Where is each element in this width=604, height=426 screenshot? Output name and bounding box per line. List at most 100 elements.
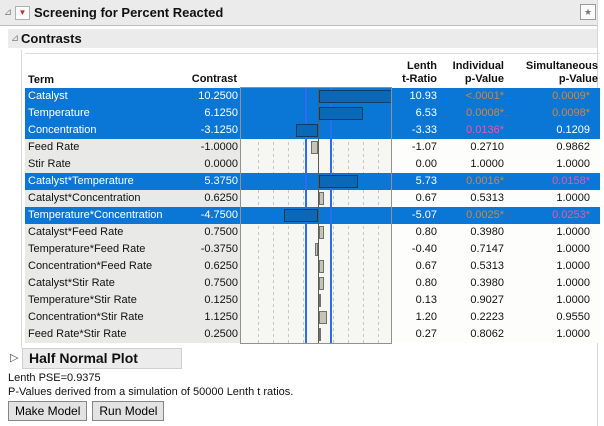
cell-ip: 0.0008* [440,105,506,122]
cell-sp: 0.0253* [506,207,600,224]
cell-ip: 0.9027 [440,292,506,309]
cell-term: Catalyst*Feed Rate [25,224,185,241]
contrast-bar [319,277,325,290]
cell-con: -3.1250 [185,122,240,139]
cell-t: 0.27 [392,326,440,343]
cell-term: Stir Rate [25,156,185,173]
table-row[interactable]: Catalyst*Concentration 0.6250 0.67 0.5313 1.… [25,190,600,207]
cell-term: Feed Rate*Stir Rate [25,326,185,343]
table-row[interactable]: Catalyst*Feed Rate 0.7500 0.80 0.3980 1.0000 [25,224,600,241]
cell-ip: 0.8062 [440,326,506,343]
lenth-pse-text: Lenth PSE=0.9375 [8,372,101,384]
cell-con: 0.7500 [185,224,240,241]
cell-term: Catalyst*Concentration [25,190,185,207]
cell-ip: 0.0025* [440,207,506,224]
header-individual-p-value: Individual p-Value [452,60,504,85]
cell-sp: 1.0000 [506,326,600,343]
cell-ip: 0.0016* [440,173,506,190]
red-triangle-menu-button[interactable]: ▼ [15,5,30,20]
contrast-bar [283,209,318,222]
cell-sp: 1.0000 [506,292,600,309]
make-model-button[interactable]: Make Model [8,401,88,421]
window-layers-star-icon[interactable]: ★ [577,4,596,25]
outline-closed-icon[interactable]: ▷ [10,352,19,364]
table-row[interactable]: Catalyst*Temperature 5.3750 5.73 0.0016* 0.0… [25,173,600,190]
cell-sp: 0.9550 [506,309,600,326]
cell-sp: 0.9862 [506,139,600,156]
button-row: Make Model Run Model [8,401,165,421]
selected-row-highlight [241,105,391,122]
table-row[interactable]: Concentration*Stir Rate 1.1250 1.20 0.2223 0… [25,309,600,326]
table-row[interactable]: Stir Rate 0.0000 0.00 1.0000 1.0000 [25,156,600,173]
cell-sp: 1.0000 [506,224,600,241]
cell-sp: 1.0000 [506,156,600,173]
lenth-threshold-line [330,88,332,343]
cell-term: Temperature [25,105,185,122]
contrast-bar [319,294,321,307]
outline-open-icon[interactable]: ⊿ [10,33,20,44]
table-row[interactable]: Temperature 6.1250 6.53 0.0008* 0.0098* [25,105,600,122]
cell-con: 10.2500 [185,88,240,105]
red-triangle-icon: ▼ [18,7,27,17]
cell-term: Catalyst [25,88,185,105]
contrast-bar [319,311,328,324]
cell-t: -5.07 [392,207,440,224]
cell-con: 6.1250 [185,105,240,122]
run-model-button[interactable]: Run Model [92,401,165,421]
cell-ip: 0.5313 [440,190,506,207]
cell-term: Catalyst*Stir Rate [25,275,185,292]
cell-term: Catalyst*Temperature [25,173,185,190]
cell-t: 6.53 [392,105,440,122]
table-row[interactable]: Temperature*Feed Rate -0.3750 -0.40 0.7147 1… [25,241,600,258]
table-header-row: Term Contrast Lenth t-Ratio Individual p-V… [25,53,600,88]
contrast-bar-chart [240,87,392,344]
cell-ip: 0.2710 [440,139,506,156]
outline-open-icon[interactable]: ⊿ [3,7,13,18]
contrasts-section-header[interactable]: ⊿ Contrasts [8,29,597,48]
cell-t: -1.07 [392,139,440,156]
cell-term: Concentration*Stir Rate [25,309,185,326]
contrast-bar [315,243,318,256]
cell-t: 10.93 [392,88,440,105]
header-simultaneous-p-value: Simultaneous p-Value [525,60,598,85]
cell-sp: 0.0098* [506,105,600,122]
header-lenth-t-ratio: Lenth t-Ratio [402,60,437,85]
zero-reference-line [318,88,319,343]
cell-term: Concentration [25,122,185,139]
cell-sp: 0.0158* [506,173,600,190]
table-row[interactable]: Temperature*Stir Rate 0.1250 0.13 0.9027 1.0… [25,292,600,309]
cell-t: -0.40 [392,241,440,258]
table-row[interactable]: Feed Rate*Stir Rate 0.2500 0.27 0.8062 1.000… [25,326,600,343]
cell-sp: 1.0000 [506,258,600,275]
cell-con: -4.7500 [185,207,240,224]
cell-sp: 1.0000 [506,275,600,292]
contrast-bar [319,107,364,120]
half-normal-plot-header[interactable]: Half Normal Plot [22,348,182,369]
cell-con: -0.3750 [185,241,240,258]
selected-row-highlight [241,173,391,190]
cell-con: 0.2500 [185,326,240,343]
cell-t: 0.00 [392,156,440,173]
table-row[interactable]: Concentration*Feed Rate 0.6250 0.67 0.5313 1… [25,258,600,275]
cell-ip: 0.3980 [440,275,506,292]
contrast-bar [310,141,318,154]
cell-term: Temperature*Feed Rate [25,241,185,258]
contrast-bar [319,90,391,103]
header-term: Term [28,74,55,86]
cell-sp: 1.0000 [506,241,600,258]
cell-con: -1.0000 [185,139,240,156]
table-row[interactable]: Concentration -3.1250 -3.33 0.0136* 0.1209 [25,122,600,139]
cell-t: 0.80 [392,224,440,241]
contrast-bar [319,260,324,273]
report-title-bar: ⊿ ▼ Screening for Percent Reacted [0,0,597,26]
cell-con: 0.6250 [185,258,240,275]
table-row[interactable]: Catalyst 10.2500 10.93 <.0001* 0.0009* [25,88,600,105]
cell-t: 5.73 [392,173,440,190]
table-row[interactable]: Feed Rate -1.0000 -1.07 0.2710 0.9862 [25,139,600,156]
cell-term: Feed Rate [25,139,185,156]
cell-con: 0.0000 [185,156,240,173]
cell-term: Temperature*Concentration [25,207,185,224]
table-row[interactable]: Catalyst*Stir Rate 0.7500 0.80 0.3980 1.0000 [25,275,600,292]
table-row[interactable]: Temperature*Concentration -4.7500 -5.07 0.0… [25,207,600,224]
cell-sp: 0.1209 [506,122,600,139]
